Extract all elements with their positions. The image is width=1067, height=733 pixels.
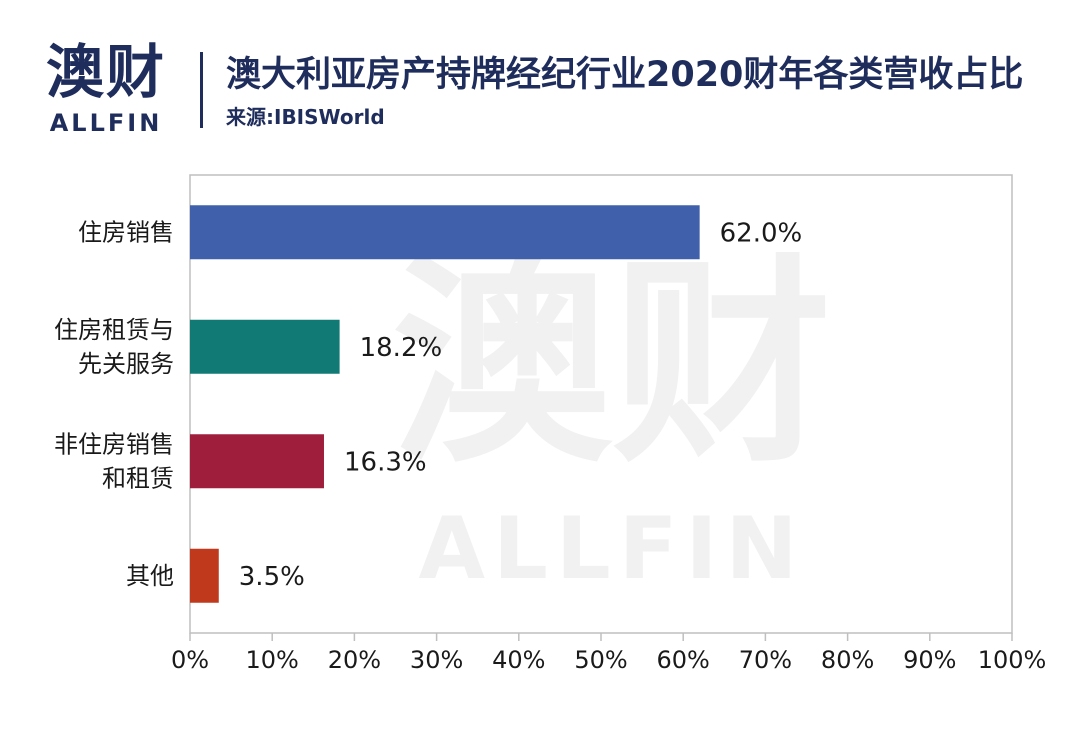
header-divider [200,52,203,128]
watermark-cn: 澳财 [392,236,832,492]
chart-source: 来源:IBISWorld [226,105,385,129]
watermark: 澳财 ALLFIN [392,236,832,599]
x-tick-label: 80% [821,646,874,674]
category-label: 先关服务 [78,350,174,378]
category-label: 住房销售 [78,218,174,246]
category-label: 非住房销售 [54,430,174,458]
x-tick-label: 90% [903,646,956,674]
brand-logo-cn: 澳财 [45,38,166,106]
brand-logo: 澳财 ALLFIN [36,40,176,140]
bar [190,319,340,374]
x-tick-label: 50% [574,646,627,674]
category-label: 住房租赁与 [54,316,174,344]
x-tick-label: 100% [978,646,1047,674]
watermark-en: ALLFIN [419,499,806,599]
category-label: 其他 [126,562,174,590]
bar [190,434,324,489]
brand-logo-en: ALLFIN [49,109,163,137]
bar [190,205,700,260]
data-label: 18.2% [360,333,443,363]
x-tick-label: 40% [492,646,545,674]
x-tick-label: 10% [246,646,299,674]
x-tick-label: 20% [328,646,381,674]
bar [190,548,219,603]
x-tick-label: 0% [171,646,209,674]
data-label: 16.3% [344,447,427,477]
chart-title: 澳大利亚房产持牌经纪行业2020财年各类营收占比 [226,55,1024,95]
data-label: 62.0% [720,218,803,248]
x-tick-label: 30% [410,646,463,674]
data-label: 3.5% [239,562,305,592]
x-tick-label: 60% [657,646,710,674]
x-tick-label: 70% [739,646,792,674]
category-label: 和租赁 [102,464,174,492]
